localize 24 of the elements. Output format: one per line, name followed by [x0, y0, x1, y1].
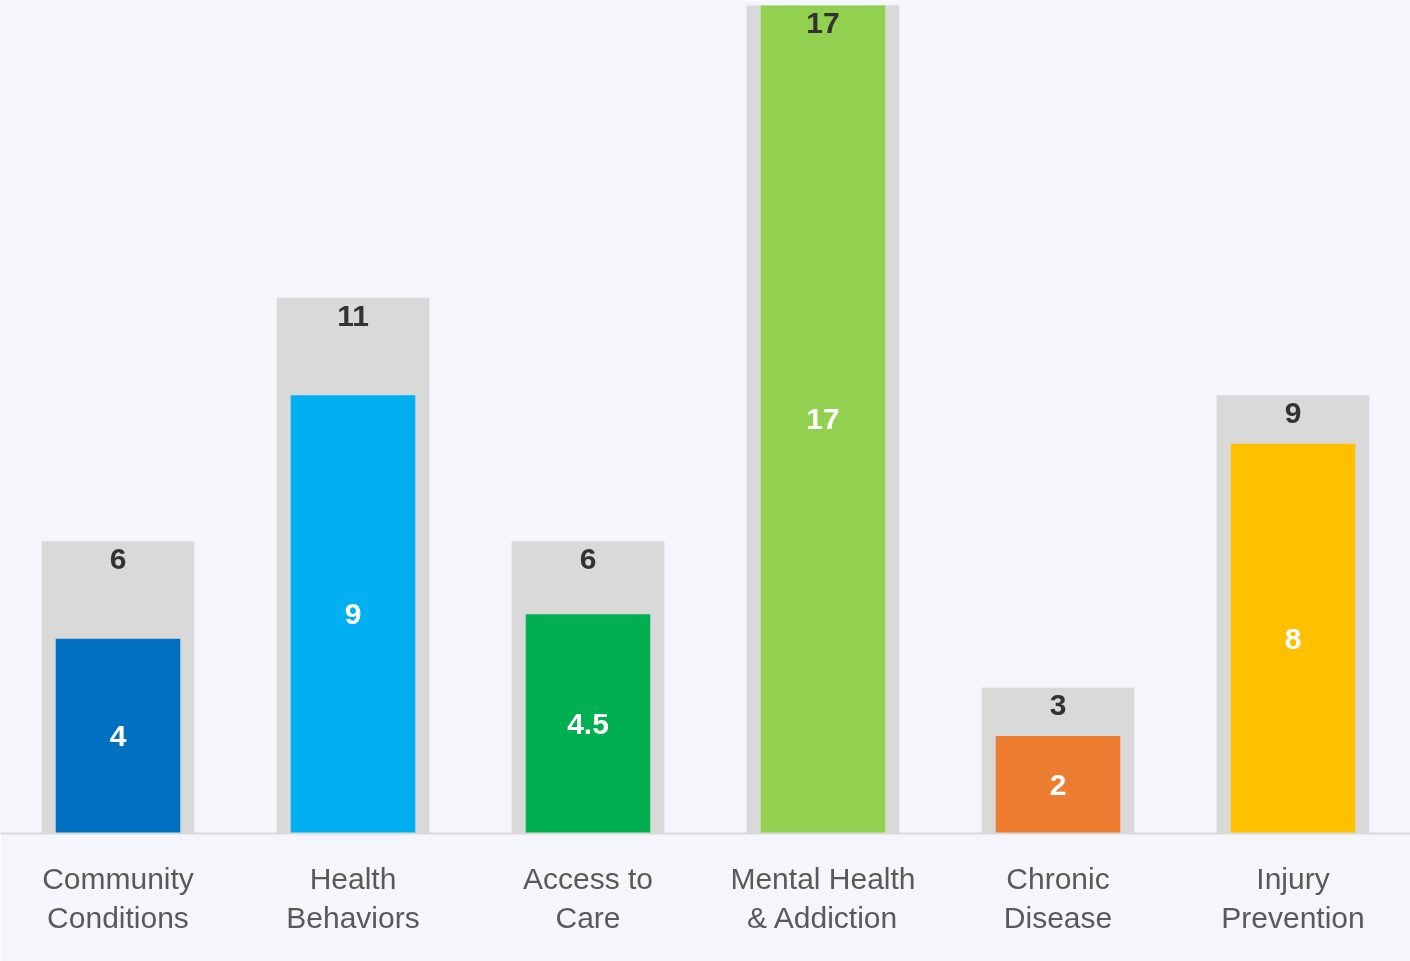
- data-label: 8: [1284, 621, 1302, 655]
- data-label: 2: [1049, 767, 1067, 801]
- x-tick-label: Mental Health & Addiction: [730, 861, 916, 935]
- bar: [290, 395, 416, 834]
- data-label: 4: [109, 719, 127, 753]
- data-label: 9: [344, 597, 362, 631]
- bar: [525, 614, 651, 834]
- data-label: 9: [1284, 396, 1302, 430]
- data-label: 3: [1049, 688, 1067, 722]
- data-label: 17: [806, 402, 840, 436]
- data-label: 4.5: [567, 706, 609, 740]
- data-label: 6: [109, 542, 127, 576]
- x-tick-label: Injury Prevention: [1221, 861, 1365, 935]
- x-tick-label: Access to Care: [522, 861, 654, 935]
- bar: [55, 638, 181, 834]
- data-label: 6: [579, 542, 597, 576]
- data-label: 11: [337, 298, 369, 332]
- x-tick-label: Health Behaviors: [286, 861, 420, 935]
- x-tick-label: Community Conditions: [42, 861, 194, 935]
- bar: [760, 5, 886, 834]
- bar: [1230, 443, 1356, 834]
- data-label: 17: [806, 6, 840, 40]
- x-tick-label: Chronic Disease: [1003, 861, 1113, 935]
- bar: [995, 736, 1121, 834]
